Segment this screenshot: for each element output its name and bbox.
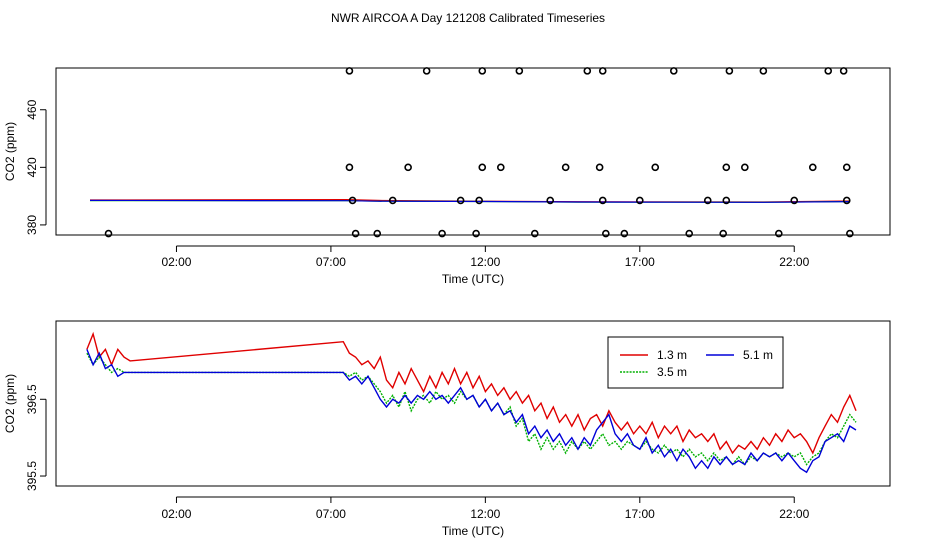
scatter-point xyxy=(725,67,734,75)
scatter-point xyxy=(598,196,607,205)
y-axis-label: CO2 (ppm) xyxy=(3,122,17,181)
x-tick-label: 12:00 xyxy=(470,255,500,269)
scatter-point xyxy=(478,67,487,75)
x-axis-label: Time (UTC) xyxy=(442,272,504,286)
scatter-point xyxy=(620,229,629,238)
scatter-point xyxy=(496,163,505,172)
y-tick-label: 420 xyxy=(25,157,39,177)
y-tick-label: 396.5 xyxy=(25,384,39,414)
scatter-point xyxy=(722,196,731,205)
plot-frame xyxy=(55,320,891,487)
scatter-point xyxy=(561,163,570,172)
scatter-point xyxy=(345,163,354,172)
scatter-point xyxy=(595,163,604,172)
y-axis-label: CO2 (ppm) xyxy=(3,374,17,433)
x-tick-label: 17:00 xyxy=(625,507,655,521)
scatter-point xyxy=(808,163,817,172)
scatter-point xyxy=(472,229,480,238)
scatter-point xyxy=(685,229,694,238)
x-tick-label: 22:00 xyxy=(779,507,809,521)
scatter-point xyxy=(456,196,465,205)
scatter-point xyxy=(839,67,848,75)
scatter-point xyxy=(790,196,799,205)
scatter-point xyxy=(602,229,610,238)
scatter-point xyxy=(651,163,660,172)
x-tick-label: 02:00 xyxy=(161,507,191,521)
scatter-point xyxy=(438,229,446,238)
x-tick-label: 07:00 xyxy=(316,507,346,521)
scatter-point xyxy=(475,196,483,205)
scatter-point xyxy=(598,67,607,75)
bottom-panel: 02:00 07:00 12:00 17:00 22:00 Time (UTC) 395.5… xyxy=(3,320,891,538)
legend-label: 1.3 m xyxy=(657,348,687,362)
scatter-point xyxy=(842,196,851,205)
x-tick-label: 12:00 xyxy=(470,507,500,521)
scatter-point xyxy=(759,67,768,75)
series-line-5-1-m xyxy=(89,199,850,203)
x-tick-label: 17:00 xyxy=(625,255,655,269)
series-line-1-3-m xyxy=(86,331,857,455)
scatter-point xyxy=(741,163,749,172)
scatter-point xyxy=(635,196,644,205)
scatter-point xyxy=(703,196,712,205)
y-tick-label: 395.5 xyxy=(25,461,39,491)
scatter-point xyxy=(583,67,592,75)
scatter-point xyxy=(846,229,854,238)
scatter-point xyxy=(842,163,851,172)
x-axis-label: Time (UTC) xyxy=(442,524,504,538)
legend-box xyxy=(607,336,784,389)
series-line-5-1-m xyxy=(86,349,857,474)
x-tick-label: 22:00 xyxy=(779,255,809,269)
scatter-point xyxy=(351,229,360,238)
scatter-point xyxy=(546,196,555,205)
scatter-point xyxy=(104,229,113,238)
top-panel: 02:00 07:00 12:00 17:00 22:00 Time (UTC) 380 42… xyxy=(3,67,891,286)
y-tick-label: 460 xyxy=(25,99,39,119)
y-tick-label: 380 xyxy=(25,215,39,235)
scatter-point xyxy=(345,67,354,75)
scatter-point xyxy=(348,196,357,205)
scatter-point xyxy=(388,196,397,205)
scatter-point xyxy=(422,67,431,75)
x-tick-label: 07:00 xyxy=(316,255,346,269)
scatter-point xyxy=(722,163,731,172)
chart-title: NWR AIRCOA A Day 121208 Calibrated Times… xyxy=(331,11,605,25)
plot-frame xyxy=(55,67,891,236)
x-tick-label: 02:00 xyxy=(161,255,191,269)
legend-label: 3.5 m xyxy=(657,365,687,379)
scatter-point xyxy=(719,229,728,238)
scatter-point xyxy=(478,163,487,172)
scatter-point xyxy=(774,229,783,238)
scatter-point xyxy=(373,229,382,238)
legend-label: 5.1 m xyxy=(743,348,773,362)
scatter-point xyxy=(530,229,539,238)
scatter-point xyxy=(824,67,833,75)
scatter-point xyxy=(515,67,524,75)
scatter-point xyxy=(404,163,412,172)
scatter-point xyxy=(669,67,678,75)
